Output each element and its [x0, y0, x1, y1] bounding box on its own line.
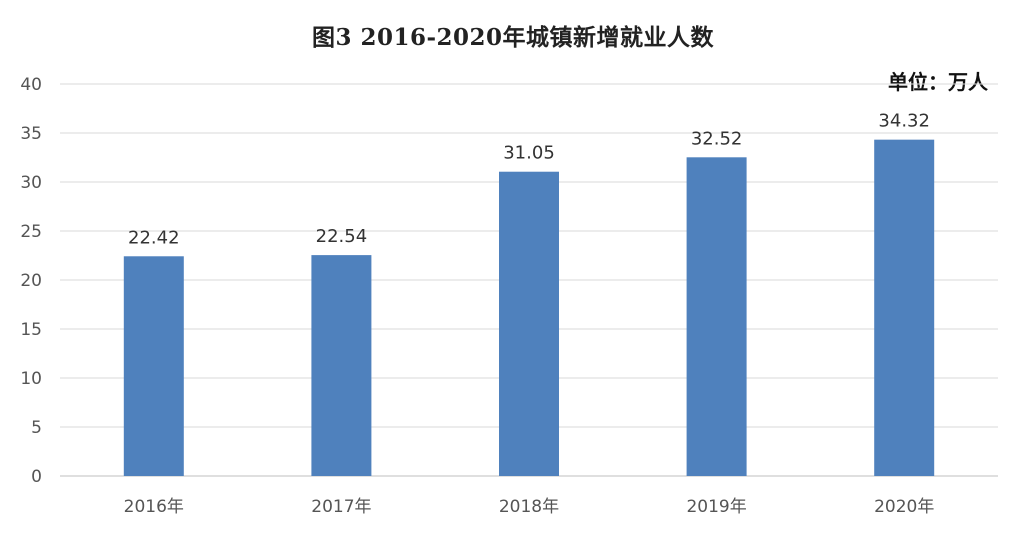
y-tick-label: 20	[20, 271, 42, 291]
bar	[311, 255, 372, 476]
bar	[123, 256, 184, 476]
x-tick-label: 2019年	[686, 497, 746, 517]
data-label: 32.52	[691, 128, 743, 149]
x-tick-label: 2017年	[311, 497, 371, 517]
data-label: 22.54	[316, 226, 368, 247]
data-label: 22.42	[128, 227, 180, 248]
y-tick-label: 10	[20, 369, 42, 389]
bar	[686, 157, 747, 476]
y-tick-label: 5	[31, 418, 42, 438]
data-label: 34.32	[878, 111, 930, 132]
x-tick-label: 2020年	[874, 497, 934, 517]
y-tick-label: 0	[31, 467, 42, 487]
bar	[874, 139, 935, 476]
y-tick-label: 30	[20, 173, 42, 193]
unit-label: 单位：万人	[888, 70, 988, 94]
chart-title: 图3 2016-2020年城镇新增就业人数	[311, 24, 715, 51]
y-tick-label: 35	[20, 124, 42, 144]
bar	[499, 171, 559, 476]
x-tick-label: 2016年	[124, 497, 184, 517]
x-tick-label: 2018年	[499, 497, 559, 517]
y-tick-label: 25	[20, 222, 42, 242]
y-tick-label: 15	[20, 320, 42, 340]
data-label: 31.05	[503, 143, 555, 164]
y-tick-label: 40	[20, 75, 42, 95]
